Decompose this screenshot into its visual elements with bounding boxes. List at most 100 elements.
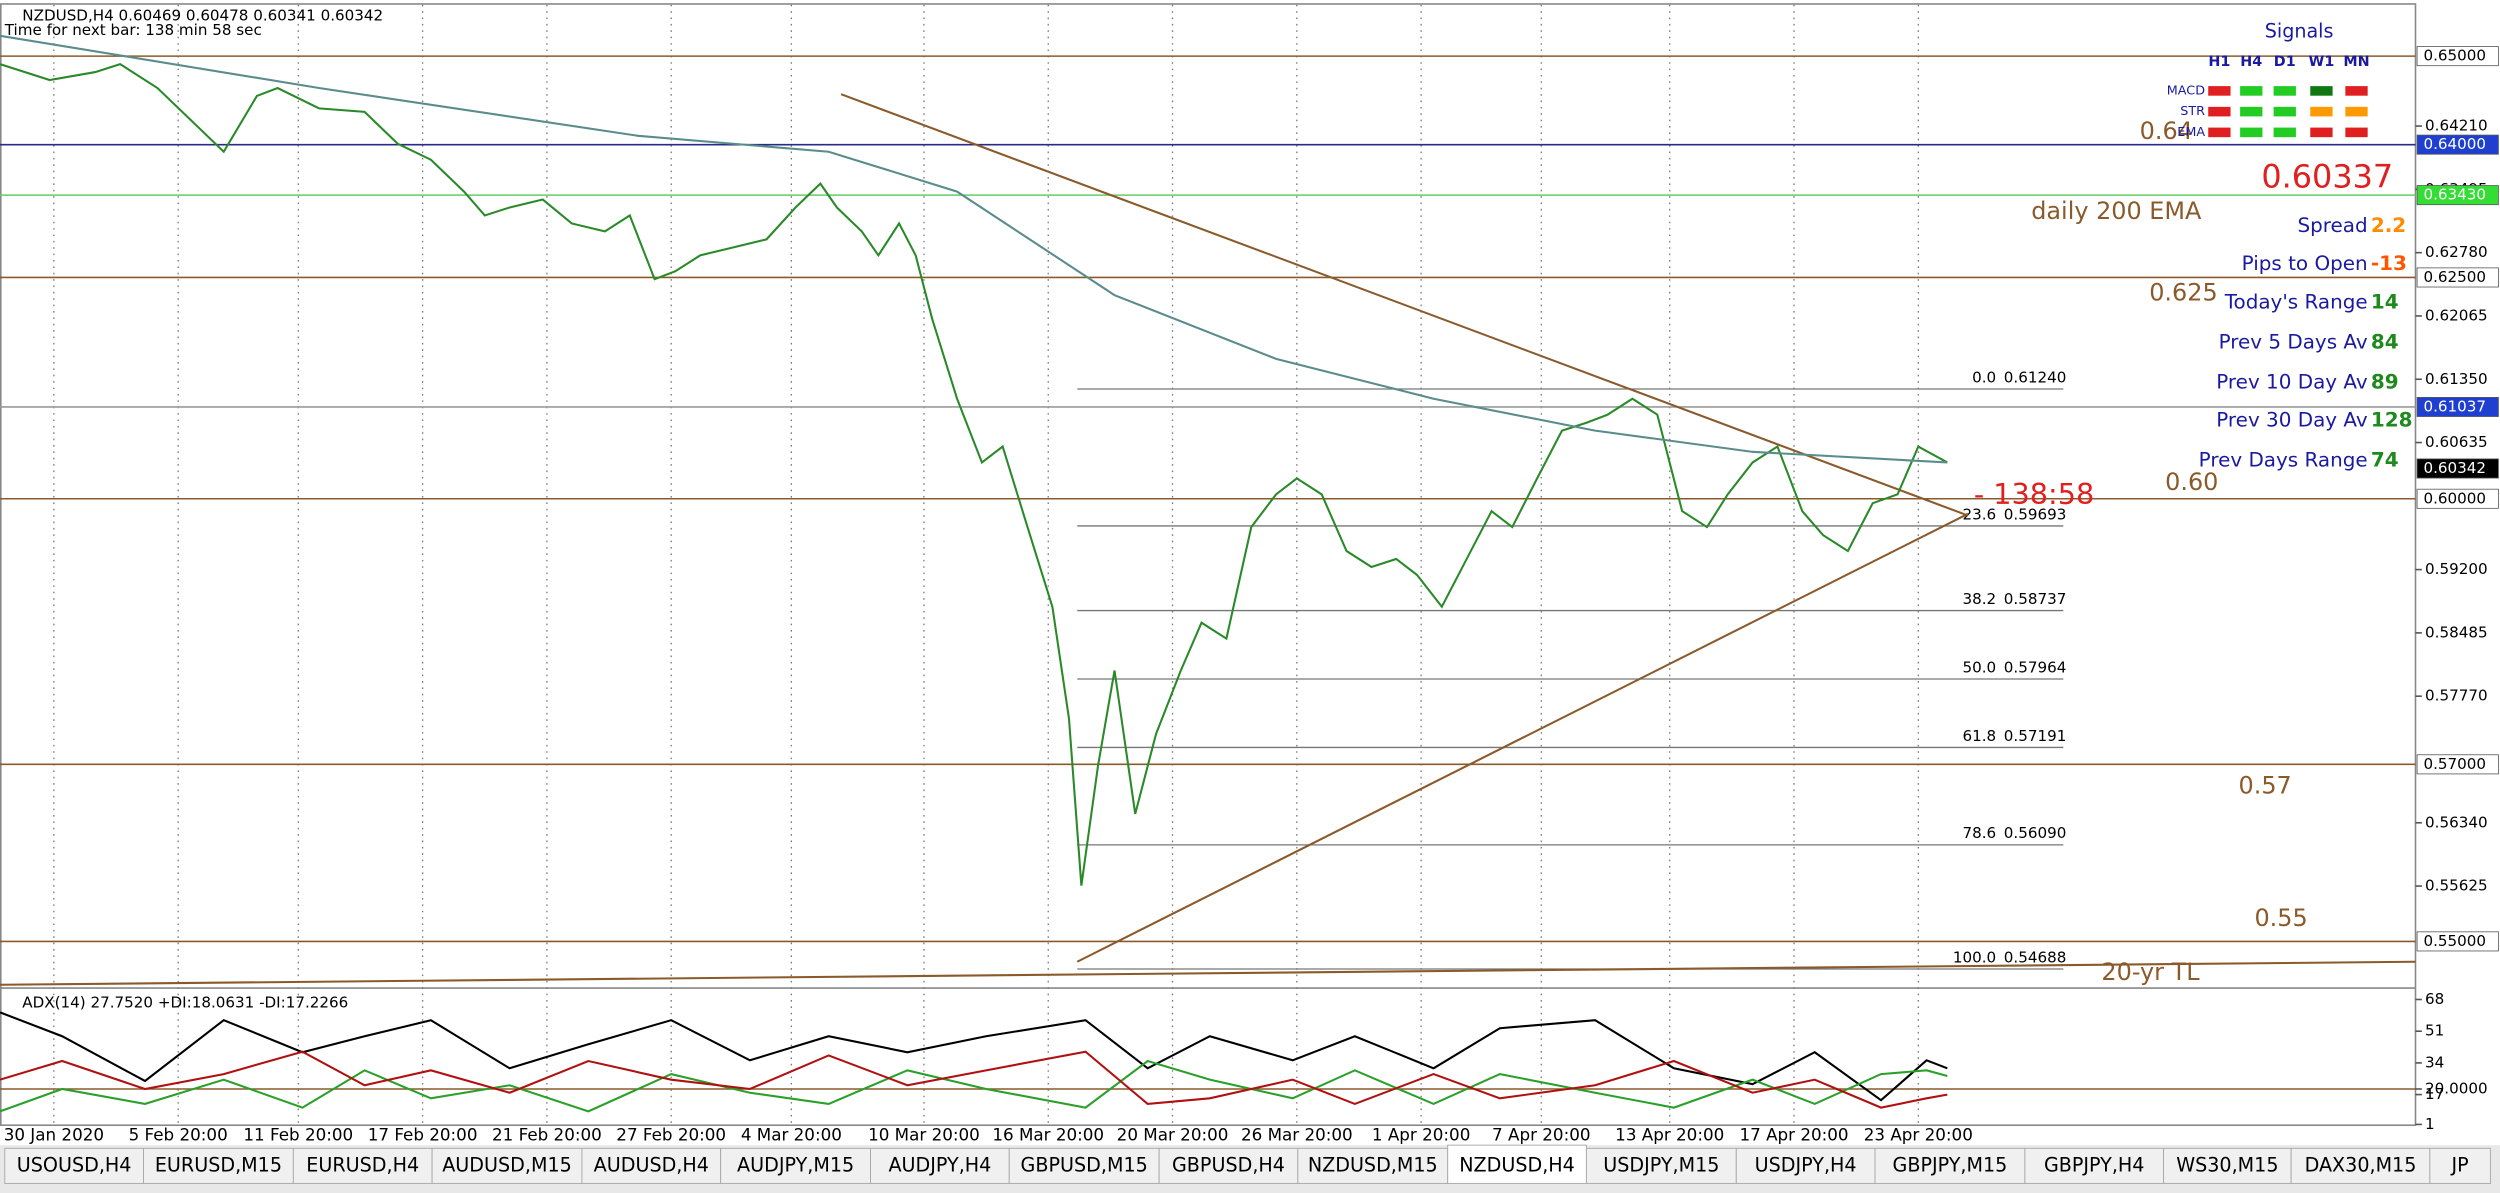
last-price: 0.60337	[2261, 158, 2393, 196]
signal-cell	[2273, 106, 2296, 117]
tab-label[interactable]: USDJPY,H4	[1755, 1153, 1857, 1176]
price-label: 0.60342	[2423, 459, 2486, 477]
signal-cell	[2273, 127, 2296, 138]
price-label: 0.57000	[2423, 755, 2486, 773]
tab-label[interactable]: AUDUSD,H4	[594, 1153, 709, 1176]
y-tick-label: 68	[2425, 990, 2444, 1008]
y-tick-label: 0.60635	[2425, 433, 2488, 451]
chart-title: ADX(14) 27.7520 +DI:18.0631 -DI:17.2266	[22, 994, 348, 1012]
tab-label[interactable]: USDJPY,M15	[1603, 1153, 1719, 1176]
tab[interactable]	[1735, 1147, 1876, 1184]
x-tick-label: 1 Apr 20:00	[1372, 1125, 1470, 1145]
signal-column: H4	[2240, 54, 2262, 70]
y-tick-label: 51	[2425, 1022, 2444, 1040]
x-tick-label: 30 Jan 2020	[4, 1125, 104, 1145]
y-tick-label: 17	[2425, 1085, 2444, 1103]
x-tick-label: 5 Feb 20:00	[129, 1125, 228, 1145]
y-tick-label: 0.58485	[2425, 623, 2488, 641]
chart-title: NZDUSD,H4 0.60469 0.60478 0.60341 0.6034…	[22, 6, 383, 24]
signal-column: D1	[2274, 54, 2296, 70]
tab-label[interactable]: EURUSD,H4	[306, 1153, 419, 1176]
x-tick-label: 27 Feb 20:00	[616, 1125, 726, 1145]
tab-label[interactable]: WS30,M15	[2176, 1153, 2278, 1176]
x-tick-label: 21 Feb 20:00	[492, 1125, 602, 1145]
y-tick-label: 0.62780	[2425, 243, 2488, 261]
stat-label: Prev 30 Day Av	[2216, 409, 2368, 432]
price-label-box	[2416, 396, 2499, 417]
stat-label: Pips to Open	[2242, 252, 2368, 275]
series-line	[0, 1050, 1948, 1109]
signal-cell	[2345, 86, 2368, 96]
tab[interactable]	[1447, 1144, 1587, 1184]
trendline	[0, 960, 2416, 986]
tab[interactable]	[1008, 1147, 1160, 1184]
price-label-box	[2416, 134, 2499, 155]
tab[interactable]	[1874, 1147, 2026, 1184]
fib-ratio: 0.0	[1972, 368, 1996, 386]
series-line	[0, 1059, 1948, 1113]
tab-label[interactable]: AUDJPY,M15	[737, 1153, 854, 1176]
tab-label[interactable]: USOUSD,H4	[17, 1153, 132, 1176]
tab[interactable]	[1158, 1147, 1299, 1184]
tab-label[interactable]: GBPUSD,H4	[1172, 1153, 1285, 1176]
tab[interactable]	[1585, 1147, 1737, 1184]
annotation: daily 200 EMA	[2031, 197, 2202, 225]
tab[interactable]	[1297, 1147, 1449, 1184]
series-line	[0, 62, 1948, 886]
trendline	[840, 93, 1969, 517]
price-label-box	[2416, 931, 2499, 952]
signal-cell	[2345, 106, 2368, 117]
tab-label[interactable]: GBPJPY,M15	[1893, 1153, 2008, 1176]
tab[interactable]	[581, 1147, 722, 1184]
signal-cell	[2345, 127, 2368, 138]
chart-frame	[0, 3, 2417, 1127]
y-tick-label: 0.59200	[2425, 560, 2488, 578]
chart-subtitle: Time for next bar: 138 min 58 sec	[4, 21, 262, 39]
tab[interactable]	[720, 1147, 872, 1184]
tab-label[interactable]: AUDJPY,H4	[888, 1153, 991, 1176]
tab[interactable]	[292, 1147, 433, 1184]
price-label: 0.65000	[2423, 47, 2486, 65]
tab-label[interactable]: NZDUSD,H4	[1459, 1153, 1575, 1176]
tab-label[interactable]: GBPUSD,M15	[1021, 1153, 1148, 1176]
x-tick-label: 4 Mar 20:00	[741, 1125, 842, 1145]
price-label: 0.64000	[2423, 135, 2486, 153]
tab-label[interactable]: DAX30,M15	[2305, 1153, 2417, 1176]
fib-price: 0.56090	[2004, 824, 2067, 842]
tab-label[interactable]: AUDUSD,M15	[442, 1153, 572, 1176]
level-note: 0.55	[2254, 904, 2307, 932]
tab[interactable]	[2429, 1147, 2491, 1184]
level-note: 0.64	[2140, 117, 2193, 145]
annotation: 20-yr TL	[2101, 958, 2200, 986]
tab-label[interactable]: EURUSD,M15	[155, 1153, 282, 1176]
fib-ratio: 100.0	[1953, 948, 1996, 966]
signal-row-label: EMA	[2177, 125, 2205, 140]
fib-price: 0.57964	[2004, 658, 2067, 676]
stat-label: Prev 10 Day Av	[2216, 370, 2368, 393]
tab[interactable]	[4, 1147, 144, 1184]
tab[interactable]	[2290, 1147, 2431, 1184]
tab-label[interactable]: JP	[2451, 1153, 2469, 1176]
signal-column: H1	[2208, 54, 2230, 70]
x-tick-label: 7 Apr 20:00	[1492, 1125, 1590, 1145]
signal-cell	[2310, 106, 2333, 117]
stat-label: Spread	[2298, 214, 2368, 237]
signal-cell	[2310, 127, 2333, 138]
price-label-box	[2416, 185, 2499, 206]
layer: 0.642100.634950.627800.620650.613500.606…	[0, 4, 2499, 1184]
x-tick-label: 16 Mar 20:00	[992, 1125, 1104, 1145]
fib-ratio: 61.8	[1962, 727, 1996, 745]
tab[interactable]	[870, 1147, 1010, 1184]
stat-label: Prev Days Range	[2199, 448, 2368, 471]
signal-cell	[2240, 127, 2263, 138]
signals-title: Signals	[2265, 19, 2334, 42]
price-label: 0.62500	[2423, 268, 2486, 286]
fib-price: 0.59693	[2004, 505, 2067, 523]
signal-column: MN	[2343, 54, 2369, 70]
tab-label[interactable]: GBPJPY,H4	[2044, 1153, 2145, 1176]
tab[interactable]	[2163, 1147, 2292, 1184]
price-label: 0.60000	[2423, 489, 2486, 507]
tab-label[interactable]: NZDUSD,M15	[1308, 1153, 1438, 1176]
stat-value: 84	[2371, 330, 2399, 353]
